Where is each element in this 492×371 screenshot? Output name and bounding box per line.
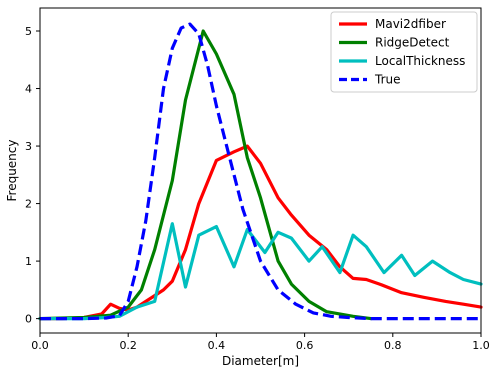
x-tick-label: 1.0 xyxy=(472,339,490,352)
y-axis-ticks: 0 1 2 3 4 5 xyxy=(25,25,40,326)
series-line-true xyxy=(40,22,481,321)
plot-series xyxy=(38,22,483,321)
series-line-ridgedetect xyxy=(38,29,373,321)
legend-label: Mavi2dfiber xyxy=(375,17,446,31)
legend-label: RidgeDetect xyxy=(375,36,450,50)
plot-frame xyxy=(39,7,482,334)
legend: Mavi2dfiber RidgeDetect LocalThickness True xyxy=(330,11,478,93)
series-line-localthickness xyxy=(38,222,483,321)
series-line-mavi2dfiber xyxy=(38,144,483,321)
y-tick-label: 1 xyxy=(25,255,32,268)
legend-box xyxy=(330,11,478,93)
x-axis-label: Diameter[m] xyxy=(222,354,299,368)
legend-label: True xyxy=(374,73,401,87)
x-tick-label: 0.0 xyxy=(31,339,49,352)
x-axis-ticks: 0.0 0.2 0.4 0.6 0.8 1.0 xyxy=(31,333,490,352)
x-tick-label: 0.8 xyxy=(384,339,402,352)
y-tick-label: 0 xyxy=(25,313,32,326)
y-tick-label: 5 xyxy=(25,25,32,38)
y-tick-label: 2 xyxy=(25,198,32,211)
y-axis-label: Frequency xyxy=(5,140,19,202)
x-tick-label: 0.4 xyxy=(208,339,226,352)
x-tick-label: 0.2 xyxy=(119,339,137,352)
legend-label: LocalThickness xyxy=(375,54,465,68)
y-tick-label: 3 xyxy=(25,140,32,153)
y-tick-label: 4 xyxy=(25,83,32,96)
x-tick-label: 0.6 xyxy=(296,339,314,352)
